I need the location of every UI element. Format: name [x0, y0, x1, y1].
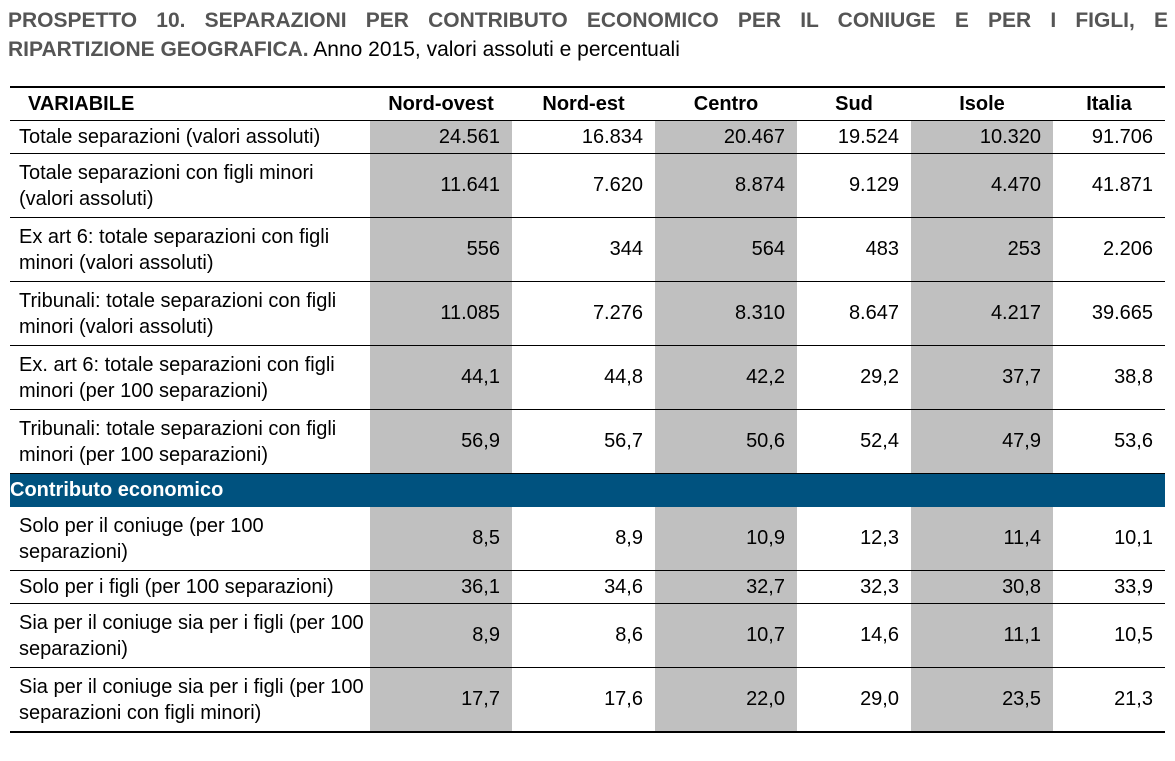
cell-value: 29,2: [797, 345, 911, 410]
cell-value: 56,9: [370, 409, 512, 474]
table-row: Solo per i figli (per 100 separazioni) 36…: [10, 570, 1165, 604]
caption-line-2-rest: Anno 2015, valori assoluti e percentuali: [308, 38, 680, 61]
cell-value: 38,8: [1053, 345, 1165, 410]
cell-value: 4.217: [911, 281, 1053, 346]
cell-value: 21,3: [1053, 667, 1165, 733]
row-label: Solo per il coniuge (per 100 separazioni…: [10, 507, 370, 571]
cell-value: 10.320: [911, 120, 1053, 154]
cell-value: 44,8: [512, 345, 655, 410]
cell-value: 19.524: [797, 120, 911, 154]
table-row: Totale separazioni con figli minori (val…: [10, 153, 1165, 218]
cell-value: 10,5: [1053, 603, 1165, 668]
cell-value: 23,5: [911, 667, 1053, 733]
cell-value: 8.310: [655, 281, 797, 346]
cell-value: 47,9: [911, 409, 1053, 474]
cell-value: 556: [370, 217, 512, 282]
cell-value: 11.085: [370, 281, 512, 346]
table-row: Sia per il coniuge sia per i figli (per …: [10, 603, 1165, 668]
cell-value: 37,7: [911, 345, 1053, 410]
table-caption: PROSPETTO 10. SEPARAZIONI PER CONTRIBUTO…: [8, 6, 1168, 64]
cell-value: 4.470: [911, 153, 1053, 218]
cell-value: 33,9: [1053, 570, 1165, 604]
cell-value: 11,1: [911, 603, 1053, 668]
row-label: Ex. art 6: totale separazioni con figli …: [10, 345, 370, 410]
cell-value: 16.834: [512, 120, 655, 154]
cell-value: 9.129: [797, 153, 911, 218]
cell-value: 11,4: [911, 507, 1053, 571]
header-variabile: VARIABILE: [10, 86, 370, 121]
table-row: Solo per il coniuge (per 100 separazioni…: [10, 507, 1165, 571]
cell-value: 34,6: [512, 570, 655, 604]
cell-value: 564: [655, 217, 797, 282]
table-body: Totale separazioni (valori assoluti) 24.5…: [10, 120, 1165, 733]
header-nord-ovest: Nord-ovest: [370, 86, 512, 121]
table-row: Tribunali: totale separazioni con figli …: [10, 281, 1165, 346]
section-header-row: Contributo economico: [10, 473, 1165, 507]
header-sud: Sud: [797, 86, 911, 121]
table-header-row: VARIABILE Nord-ovest Nord-est Centro Sud…: [10, 86, 1165, 121]
row-label: Totale separazioni (valori assoluti): [10, 120, 370, 154]
caption-line-1: PROSPETTO 10. SEPARAZIONI PER CONTRIBUTO…: [8, 9, 1168, 32]
cell-value: 10,1: [1053, 507, 1165, 571]
header-centro: Centro: [655, 86, 797, 121]
cell-value: 12,3: [797, 507, 911, 571]
row-label: Totale separazioni con figli minori (val…: [10, 153, 370, 218]
header-italia: Italia: [1053, 86, 1165, 121]
cell-value: 7.276: [512, 281, 655, 346]
cell-value: 8,9: [512, 507, 655, 571]
cell-value: 10,9: [655, 507, 797, 571]
cell-value: 56,7: [512, 409, 655, 474]
data-table: VARIABILE Nord-ovest Nord-est Centro Sud…: [10, 86, 1165, 733]
cell-value: 53,6: [1053, 409, 1165, 474]
caption-line-2: RIPARTIZIONE GEOGRAFICA. Anno 2015, valo…: [8, 35, 1168, 64]
cell-value: 29,0: [797, 667, 911, 733]
table-row: Ex. art 6: totale separazioni con figli …: [10, 345, 1165, 410]
row-label: Sia per il coniuge sia per i figli (per …: [10, 667, 370, 733]
cell-value: 91.706: [1053, 120, 1165, 154]
cell-value: 8.874: [655, 153, 797, 218]
cell-value: 11.641: [370, 153, 512, 218]
table-row: Ex art 6: totale separazioni con figli m…: [10, 217, 1165, 282]
table-row: Tribunali: totale separazioni con figli …: [10, 409, 1165, 474]
cell-value: 22,0: [655, 667, 797, 733]
cell-value: 8,5: [370, 507, 512, 571]
row-label: Ex art 6: totale separazioni con figli m…: [10, 217, 370, 282]
caption-line-2-bold: RIPARTIZIONE GEOGRAFICA.: [8, 38, 309, 61]
cell-value: 344: [512, 217, 655, 282]
cell-value: 14,6: [797, 603, 911, 668]
cell-value: 42,2: [655, 345, 797, 410]
table-row: Sia per il coniuge sia per i figli (per …: [10, 667, 1165, 733]
cell-value: 20.467: [655, 120, 797, 154]
cell-value: 24.561: [370, 120, 512, 154]
cell-value: 7.620: [512, 153, 655, 218]
header-isole: Isole: [911, 86, 1053, 121]
section-title: Contributo economico: [10, 473, 1165, 507]
cell-value: 253: [911, 217, 1053, 282]
row-label: Solo per i figli (per 100 separazioni): [10, 570, 370, 604]
cell-value: 32,7: [655, 570, 797, 604]
row-label: Sia per il coniuge sia per i figli (per …: [10, 603, 370, 668]
header-nord-est: Nord-est: [512, 86, 655, 121]
cell-value: 8,6: [512, 603, 655, 668]
cell-value: 8.647: [797, 281, 911, 346]
row-label: Tribunali: totale separazioni con figli …: [10, 409, 370, 474]
cell-value: 17,7: [370, 667, 512, 733]
cell-value: 39.665: [1053, 281, 1165, 346]
cell-value: 44,1: [370, 345, 512, 410]
cell-value: 50,6: [655, 409, 797, 474]
cell-value: 32,3: [797, 570, 911, 604]
cell-value: 52,4: [797, 409, 911, 474]
row-label: Tribunali: totale separazioni con figli …: [10, 281, 370, 346]
cell-value: 8,9: [370, 603, 512, 668]
cell-value: 30,8: [911, 570, 1053, 604]
cell-value: 36,1: [370, 570, 512, 604]
table-row: Totale separazioni (valori assoluti) 24.5…: [10, 120, 1165, 154]
cell-value: 10,7: [655, 603, 797, 668]
cell-value: 17,6: [512, 667, 655, 733]
cell-value: 483: [797, 217, 911, 282]
cell-value: 41.871: [1053, 153, 1165, 218]
cell-value: 2.206: [1053, 217, 1165, 282]
